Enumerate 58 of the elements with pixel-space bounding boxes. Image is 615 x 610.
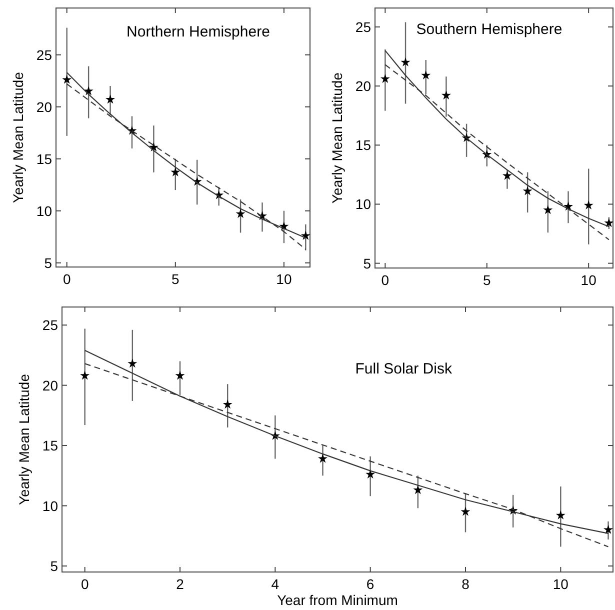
point (300, 230, 310, 240)
y-tick-label: 15 (42, 438, 58, 454)
y-axis-title: Yearly Mean Latitude (329, 72, 345, 204)
y-tick-label: 20 (42, 377, 58, 394)
point (80, 370, 90, 380)
point (62, 74, 72, 84)
x-tick-label: 5 (172, 271, 180, 287)
point (603, 524, 613, 534)
x-tick-label: 8 (462, 576, 470, 592)
point (421, 70, 431, 80)
x-tick-label: 6 (366, 576, 374, 592)
point (522, 186, 532, 196)
point (441, 90, 451, 100)
point (170, 167, 180, 176)
point (175, 370, 185, 380)
point (106, 94, 116, 104)
y-axis-title: Yearly Mean Latitude (10, 72, 26, 204)
point (584, 200, 594, 210)
point (366, 469, 376, 478)
point (380, 74, 390, 83)
y-tick-label: 20 (355, 78, 372, 94)
y-tick-label: 5 (44, 254, 52, 271)
point (400, 57, 410, 66)
x-tick-label: 10 (552, 576, 569, 592)
y-axis-title: Yearly Mean Latitude (16, 374, 32, 506)
point (604, 218, 613, 228)
point (460, 506, 470, 516)
y-tick-label: 10 (36, 202, 52, 219)
y-tick-label: 25 (42, 317, 58, 334)
x-tick-label: 2 (176, 576, 184, 592)
point (556, 510, 566, 520)
point (236, 208, 246, 218)
x-axis-title: Year from Minimum (277, 592, 398, 608)
point (128, 358, 138, 368)
y-tick-label: 15 (355, 137, 372, 154)
point (502, 170, 512, 180)
y-tick-label: 10 (355, 196, 372, 212)
x-tick-label: 10 (276, 271, 292, 287)
text: Southern Hemisphere (416, 21, 562, 38)
y-tick-label: 25 (36, 46, 52, 63)
point (222, 400, 232, 409)
y-tick-label: 15 (36, 150, 52, 167)
y-tick-label: 20 (36, 98, 52, 115)
x-tick-label: 0 (80, 576, 89, 592)
y-tick-label: 10 (42, 498, 58, 514)
x-tick-label: 0 (62, 271, 71, 287)
x-tick-label: 4 (271, 576, 280, 592)
x-tick-label: 5 (482, 272, 491, 288)
x-tick-label: 10 (580, 272, 597, 288)
text: Full Solar Disk (355, 360, 452, 378)
point (413, 485, 423, 494)
text: Northern Hemisphere (126, 23, 270, 40)
y-tick-label: 5 (50, 558, 58, 574)
point (543, 205, 553, 214)
point (318, 454, 328, 463)
y-tick-label: 25 (355, 18, 372, 35)
x-tick-label: 0 (381, 272, 390, 288)
y-tick-label: 5 (363, 255, 372, 272)
